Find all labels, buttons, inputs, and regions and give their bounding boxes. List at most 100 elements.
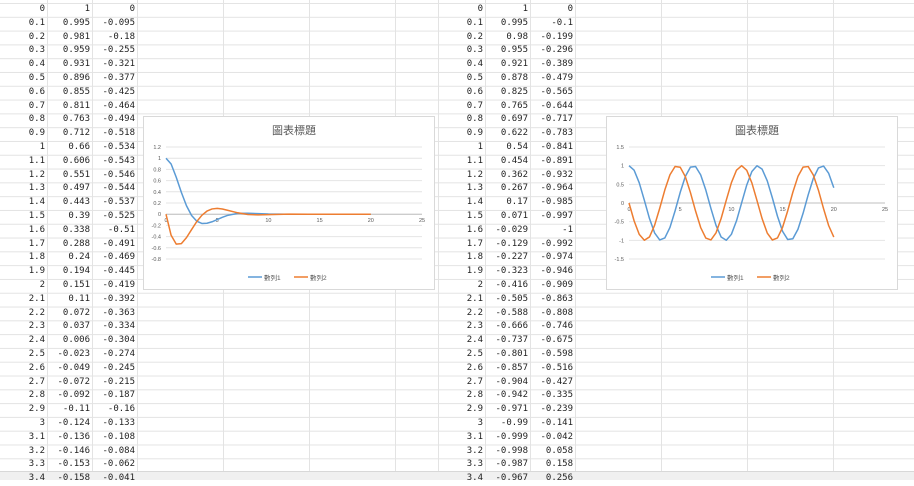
cell[interactable]: 0.955 xyxy=(500,45,528,56)
cell[interactable]: -0.084 xyxy=(102,445,135,456)
cell[interactable]: -0.808 xyxy=(540,307,573,318)
cell[interactable]: 0.7 xyxy=(466,100,483,111)
cell[interactable]: -0.304 xyxy=(102,335,135,346)
cell[interactable]: 0.7 xyxy=(28,100,45,111)
cell[interactable]: -0.942 xyxy=(495,390,528,401)
cell[interactable]: 0.071 xyxy=(500,210,528,221)
cell[interactable]: 0.8 xyxy=(28,114,45,125)
cell[interactable]: -0.544 xyxy=(102,183,135,194)
cell[interactable]: 0.98 xyxy=(506,31,528,42)
cell[interactable]: 1.6 xyxy=(28,224,45,235)
cell[interactable]: -0.717 xyxy=(540,114,573,125)
cell[interactable]: -0.546 xyxy=(102,169,135,180)
cell[interactable]: -0.445 xyxy=(102,266,135,277)
cell[interactable]: 2.4 xyxy=(28,335,45,346)
cell[interactable]: -0.491 xyxy=(102,238,135,249)
cell[interactable]: 0 xyxy=(477,4,483,14)
cell[interactable]: -0.598 xyxy=(540,348,573,359)
cell[interactable]: 1 xyxy=(39,141,45,152)
cell[interactable]: 0.697 xyxy=(500,114,528,125)
cell[interactable]: -0.153 xyxy=(57,459,90,470)
cell[interactable]: -0.494 xyxy=(102,114,135,125)
cell[interactable]: 1.5 xyxy=(466,210,483,221)
cell[interactable]: 0.24 xyxy=(68,252,90,263)
cell[interactable]: -0.239 xyxy=(540,404,573,415)
cell[interactable]: -0.133 xyxy=(102,417,135,428)
cell[interactable]: 0.9 xyxy=(28,128,45,139)
cell[interactable]: 2.3 xyxy=(466,321,483,332)
cell[interactable]: -0.392 xyxy=(102,293,135,304)
cell[interactable]: 0.158 xyxy=(545,459,573,470)
cell[interactable]: -0.534 xyxy=(102,141,135,152)
cell[interactable]: 0.6 xyxy=(466,86,483,97)
cell[interactable]: 2.2 xyxy=(466,307,483,318)
cell[interactable]: 0.037 xyxy=(62,321,90,332)
cell[interactable]: 2.1 xyxy=(466,293,483,304)
cell[interactable]: 0.763 xyxy=(62,114,90,125)
cell[interactable]: -0.023 xyxy=(57,348,90,359)
cell[interactable]: -0.136 xyxy=(57,431,90,442)
cell[interactable]: -0.141 xyxy=(540,417,573,428)
cell[interactable]: 2.8 xyxy=(28,390,45,401)
cell[interactable]: -0.841 xyxy=(540,141,573,152)
cell[interactable]: -0.334 xyxy=(102,321,135,332)
cell[interactable]: 0.4 xyxy=(466,59,483,70)
cell[interactable]: 1.8 xyxy=(466,252,483,263)
cell[interactable]: 1.3 xyxy=(28,183,45,194)
cell[interactable]: 0.006 xyxy=(62,335,90,346)
series-line-2[interactable] xyxy=(165,207,371,245)
cell[interactable]: -0.999 xyxy=(495,431,528,442)
cell[interactable]: 1.1 xyxy=(28,155,45,166)
cell[interactable]: 0 xyxy=(39,4,45,14)
cell[interactable]: 0.1 xyxy=(466,17,483,28)
cell[interactable]: -0.525 xyxy=(102,210,135,221)
cell[interactable]: 0.959 xyxy=(62,45,90,56)
cell[interactable]: -0.909 xyxy=(540,279,573,290)
cell[interactable]: -0.987 xyxy=(495,459,528,470)
cell[interactable]: -0.666 xyxy=(495,321,528,332)
cell[interactable]: 0.256 xyxy=(545,473,573,484)
cell[interactable]: 2.5 xyxy=(466,348,483,359)
cell[interactable]: 2.5 xyxy=(28,348,45,359)
cell[interactable]: 0.896 xyxy=(62,72,90,83)
cell[interactable]: 0.54 xyxy=(506,141,528,152)
cell[interactable]: 0.765 xyxy=(500,100,528,111)
cell[interactable]: -0.029 xyxy=(495,224,528,235)
cell[interactable]: -0.51 xyxy=(107,224,135,235)
cell[interactable]: 1.7 xyxy=(466,238,483,249)
cell[interactable]: -0.588 xyxy=(495,307,528,318)
cell[interactable]: 1.5 xyxy=(28,210,45,221)
cell[interactable]: -0.199 xyxy=(540,31,573,42)
cell[interactable]: 1.4 xyxy=(28,197,45,208)
cell[interactable]: -0.479 xyxy=(540,72,573,83)
cell[interactable]: 3.2 xyxy=(466,445,483,456)
cell[interactable]: -0.565 xyxy=(540,86,573,97)
cell[interactable]: -0.18 xyxy=(107,31,135,42)
cell[interactable]: -0.296 xyxy=(540,45,573,56)
cell[interactable]: -0.363 xyxy=(102,307,135,318)
cell[interactable]: 0.17 xyxy=(506,197,528,208)
cell[interactable]: 3.2 xyxy=(28,445,45,456)
cell[interactable]: 0.6 xyxy=(28,86,45,97)
cell[interactable]: -0.041 xyxy=(102,473,135,484)
cell[interactable]: -0.469 xyxy=(102,252,135,263)
cell[interactable]: -0.245 xyxy=(102,362,135,373)
cell[interactable]: -0.377 xyxy=(102,72,135,83)
cell[interactable]: 3 xyxy=(39,417,45,428)
cell[interactable]: -0.095 xyxy=(102,17,135,28)
cell[interactable]: 2.1 xyxy=(28,293,45,304)
cell[interactable]: 1.8 xyxy=(28,252,45,263)
cell[interactable]: 0.3 xyxy=(466,45,483,56)
cell[interactable]: 0.995 xyxy=(62,17,90,28)
cell[interactable]: -0.932 xyxy=(540,169,573,180)
cell[interactable]: 1.9 xyxy=(466,266,483,277)
cell[interactable]: 0.622 xyxy=(500,128,528,139)
cell[interactable]: -0.108 xyxy=(102,431,135,442)
cell[interactable]: -0.992 xyxy=(540,238,573,249)
cell[interactable]: 2.3 xyxy=(28,321,45,332)
cell[interactable]: 0.338 xyxy=(62,224,90,235)
cell[interactable]: 2.7 xyxy=(466,376,483,387)
cell[interactable]: -0.187 xyxy=(102,390,135,401)
cell[interactable]: -0.971 xyxy=(495,404,528,415)
cell[interactable]: -0.801 xyxy=(495,348,528,359)
